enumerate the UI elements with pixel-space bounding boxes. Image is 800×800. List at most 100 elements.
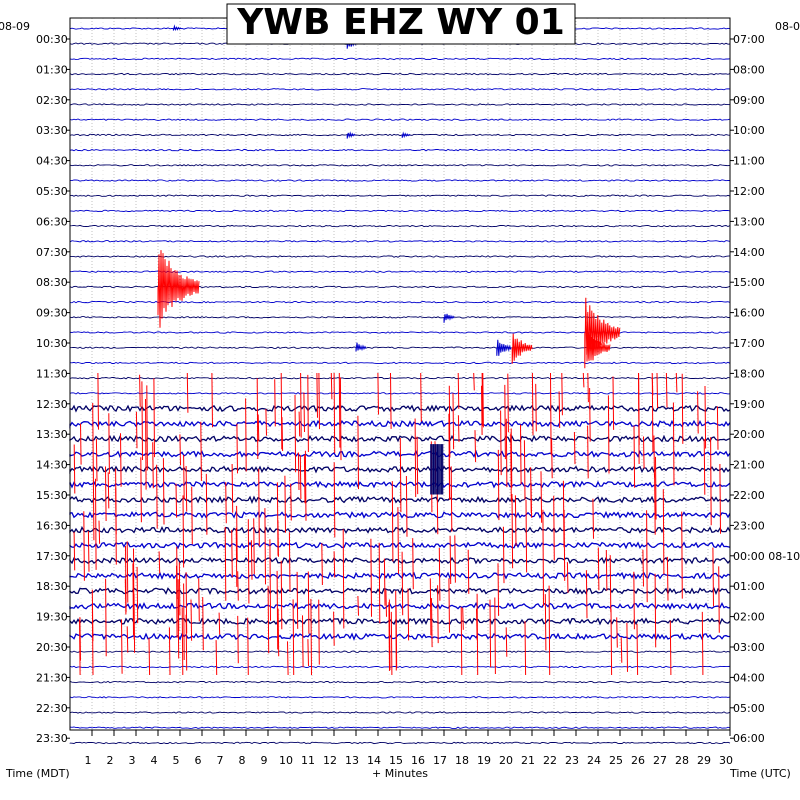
seismic-spike <box>452 393 455 450</box>
seismic-spike <box>500 410 502 476</box>
seismic-spike <box>73 531 76 571</box>
seismic-spike <box>256 378 259 460</box>
right-time-label: 06:00 <box>733 732 765 745</box>
right-time-label: 19:00 <box>733 398 765 411</box>
left-time-label: 13:30 <box>36 428 68 441</box>
seismic-spike <box>697 391 699 434</box>
left-time-label: 18:30 <box>36 580 68 593</box>
seismic-spike <box>95 438 98 482</box>
seismic-event <box>511 333 533 364</box>
seismic-spike <box>712 547 714 607</box>
seismic-spike <box>108 413 110 474</box>
right-date-label: 08-0 <box>775 20 800 33</box>
seismic-spike <box>342 529 345 629</box>
seismic-spike <box>544 594 547 651</box>
seismic-spike <box>378 542 381 624</box>
seismic-spike <box>672 402 675 486</box>
seismic-spike <box>651 372 654 396</box>
seismic-spike <box>105 578 107 657</box>
right-time-label: 04:00 <box>733 671 765 684</box>
left-time-label: 08:30 <box>36 276 68 289</box>
seismic-spike <box>597 547 600 591</box>
seismic-spike <box>205 473 208 535</box>
seismic-spike <box>136 566 139 624</box>
seismic-spike <box>494 597 496 675</box>
x-tick-label: 6 <box>195 754 202 767</box>
seismic-spike <box>121 619 123 674</box>
right-time-label: 01:00 <box>733 580 765 593</box>
seismic-spike <box>450 466 453 532</box>
seismic-spike <box>548 585 551 676</box>
grid <box>80 18 709 730</box>
seismic-spike <box>681 373 684 444</box>
x-tick-label: 24 <box>587 754 601 767</box>
seismic-spike <box>321 543 323 586</box>
seismic-event <box>443 313 455 323</box>
x-tick-label: 12 <box>323 754 337 767</box>
seismic-spike <box>370 538 372 617</box>
left-time-label: 20:30 <box>36 641 68 654</box>
seismic-spike <box>655 456 657 520</box>
seismic-spike <box>504 384 506 460</box>
seismic-spike <box>237 615 239 664</box>
x-tick-label: 29 <box>697 754 711 767</box>
seismic-trace <box>69 480 731 489</box>
seismic-spike <box>476 608 478 641</box>
seismic-spike <box>385 589 387 617</box>
right-time-label: 08:00 <box>733 63 765 76</box>
seismic-event <box>346 131 356 139</box>
seismic-spike <box>140 457 142 523</box>
right-time-label: 21:00 <box>733 459 765 472</box>
right-time-label: 14:00 <box>733 246 765 259</box>
seismic-spike <box>298 411 301 437</box>
x-tick-label: 4 <box>151 754 158 767</box>
seismic-spike <box>405 475 408 537</box>
seismic-spike <box>666 556 669 601</box>
right-time-label: 10:00 <box>733 124 765 137</box>
seismic-spike <box>401 551 404 616</box>
left-time-labels: 00:30 01:30 02:30 03:30 04:30 05:30 06:30 07:30… <box>36 33 70 745</box>
seismic-trace <box>69 434 731 443</box>
x-tick-label: 16 <box>411 754 425 767</box>
seismic-spike <box>310 598 312 676</box>
seismic-spike <box>162 458 165 525</box>
seismic-spike <box>550 372 552 455</box>
x-tick-label: 23 <box>565 754 579 767</box>
seismic-spike <box>643 436 645 469</box>
seismic-spike <box>316 372 318 418</box>
seismic-spike <box>497 449 500 521</box>
left-time-label: 09:30 <box>36 307 68 320</box>
seismic-spike <box>281 417 284 452</box>
x-tick-label: 11 <box>301 754 315 767</box>
seismic-spike <box>181 607 184 676</box>
seismic-spike <box>87 530 90 572</box>
seismic-spike <box>146 385 148 471</box>
seismic-trace <box>69 148 731 152</box>
left-time-label: 06:30 <box>36 215 68 228</box>
seismic-trace <box>69 525 731 534</box>
seismic-spike <box>333 372 336 454</box>
seismic-spike <box>276 570 279 650</box>
seismic-spike <box>133 593 136 653</box>
seismic-spike <box>105 466 107 522</box>
seismic-spike <box>296 571 299 629</box>
seismic-spike <box>397 507 399 574</box>
seismic-spike <box>497 563 500 616</box>
x-tick-label: 20 <box>499 754 513 767</box>
seismic-spike <box>126 541 129 603</box>
seismic-spike <box>333 462 336 538</box>
seismic-spike <box>132 563 134 636</box>
seismic-spike <box>633 571 635 630</box>
right-time-label: 16:00 <box>733 307 765 320</box>
left-time-label: 16:30 <box>36 519 68 532</box>
seismic-trace <box>69 449 731 458</box>
seismic-trace <box>69 103 731 106</box>
seismic-spike <box>247 617 249 676</box>
x-axis-label: + Minutes <box>372 767 428 780</box>
seismic-spike <box>587 425 589 479</box>
seismic-spike <box>83 511 85 581</box>
seismic-trace <box>69 179 731 182</box>
seismic-spike <box>542 509 544 606</box>
chart-title: YWB EHZ WY 01 <box>236 2 565 43</box>
seismic-event <box>584 297 621 369</box>
